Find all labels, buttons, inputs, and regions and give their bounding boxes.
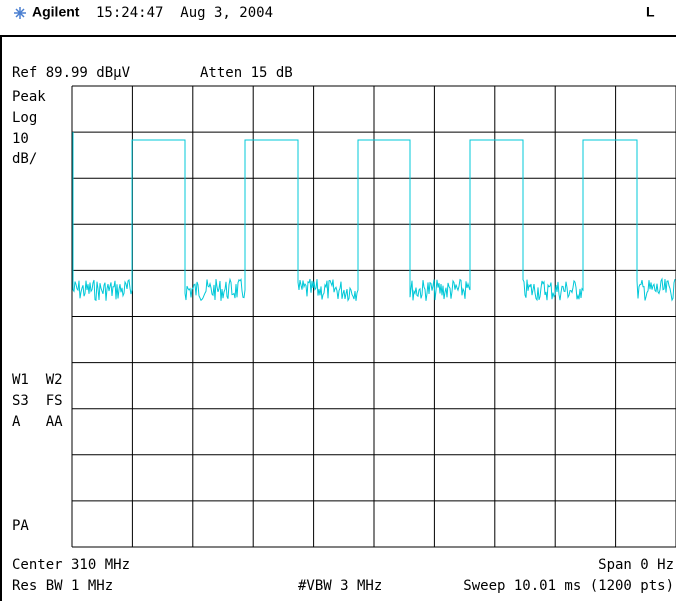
graticule	[71, 85, 676, 548]
scale-unit: dB/	[12, 151, 37, 167]
span: Span 0 Hz	[598, 557, 674, 573]
datetime: 15:24:47 Aug 3, 2004	[96, 5, 273, 21]
trace-mode: W1 W2	[12, 372, 63, 388]
scale-type: Log	[12, 110, 37, 126]
detector: Peak	[12, 89, 46, 105]
preamp: PA	[12, 518, 29, 534]
logo-text: Agilent	[32, 4, 80, 20]
trace-mode: A AA	[12, 414, 63, 430]
logo-icon	[14, 7, 26, 19]
indicator: L	[646, 4, 655, 20]
attenuation: Atten 15 dB	[200, 65, 293, 81]
trace-mode: S3 FS	[12, 393, 63, 409]
vbw: #VBW 3 MHz	[298, 578, 382, 594]
ref-level: Ref 89.99 dBµV	[12, 65, 131, 81]
trace	[72, 132, 676, 302]
scale-value: 10	[12, 131, 29, 147]
center-freq: Center 310 MHz	[12, 557, 130, 573]
res-bw: Res BW 1 MHz	[12, 578, 113, 594]
sweep: Sweep 10.01 ms (1200 pts)	[463, 578, 674, 594]
